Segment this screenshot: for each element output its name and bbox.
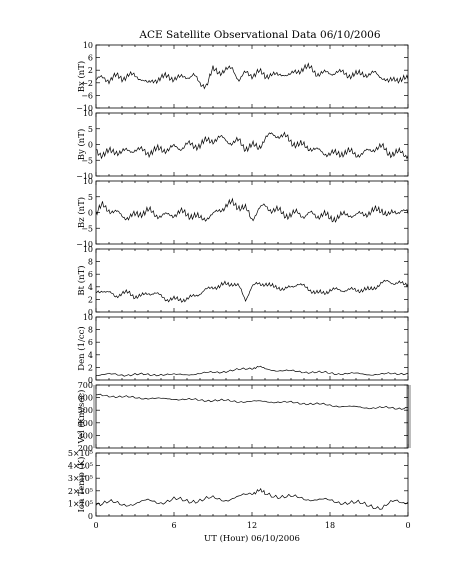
figure-title: ACE Satellite Observational Data 06/10/2…: [138, 29, 380, 41]
y-tick-label: 6: [88, 338, 93, 347]
y-tick-label: 4: [88, 351, 93, 360]
y-tick-label: 0: [88, 308, 93, 317]
series-line: [95, 365, 409, 377]
y-tick-label: 0: [88, 209, 93, 218]
y-tick-label: 5×10⁵: [68, 449, 93, 458]
data-gap-band: [93, 385, 95, 448]
y-tick-label: 10: [83, 313, 93, 322]
panel-frame: [95, 248, 409, 313]
y-axis-title: Bx (nT): [76, 61, 87, 93]
panels: −10 −6 −2 2 6 10 Bx (nT) −10 −5 0 5 10 By (nT) −10 −5 0…: [68, 41, 411, 521]
y-tick-label: 2: [88, 295, 93, 304]
y-tick-label: 8: [88, 258, 93, 267]
y-tick-label: 3×10⁵: [68, 474, 93, 483]
y-tick-label: 1×10⁵: [68, 499, 93, 508]
panel-frame: [95, 452, 409, 517]
y-tick-label: −10: [76, 240, 93, 249]
panel: −10 −6 −2 2 6 10 Bx (nT): [76, 41, 409, 113]
y-axis-title: Den (1/cc): [76, 326, 87, 370]
panel-frame: [95, 180, 409, 245]
y-tick-label: 10: [83, 177, 93, 186]
y-axis-title: Bt (nT): [76, 265, 87, 295]
y-tick-label: 2×10⁵: [68, 487, 93, 496]
y-tick-label: 5: [88, 125, 93, 134]
x-tick-label: 6: [171, 521, 176, 530]
y-tick-label: 2: [88, 66, 93, 75]
y-tick-label: 300: [78, 431, 93, 440]
series-line: [95, 279, 409, 303]
y-tick-label: 10: [83, 109, 93, 118]
y-tick-label: 6: [88, 270, 93, 279]
panel: 0 2 4 6 8 10 Den (1/cc): [76, 313, 409, 385]
y-tick-label: 6: [88, 54, 93, 63]
y-tick-label: 4×10⁵: [68, 462, 93, 471]
data-gap-band: [406, 385, 411, 448]
x-axis-title: UT (Hour) 06/10/2006: [204, 533, 300, 544]
series-line: [95, 487, 409, 510]
y-tick-label: 500: [78, 406, 93, 415]
y-axis-title: Vel (Km/sec): [76, 390, 87, 445]
y-tick-label: −10: [76, 172, 93, 181]
x-tick-label: 18: [325, 521, 335, 530]
series-line: [95, 393, 409, 410]
y-tick-label: 200: [78, 444, 93, 453]
series-line: [95, 197, 409, 223]
y-tick-label: 0: [88, 141, 93, 150]
series-line: [95, 131, 409, 160]
y-tick-label: −5: [81, 224, 93, 233]
y-tick-label: 700: [78, 381, 93, 390]
x-tick-label: 0: [93, 521, 98, 530]
panel-frame: [95, 44, 409, 109]
y-tick-label: 8: [88, 326, 93, 335]
y-tick-label: −5: [81, 156, 93, 165]
x-tick-label: 0: [405, 521, 410, 530]
y-tick-label: 0: [88, 376, 93, 385]
y-tick-label: 4: [88, 283, 93, 292]
y-tick-label: 2: [88, 363, 93, 372]
y-tick-label: 600: [78, 394, 93, 403]
y-tick-label: 0: [88, 512, 93, 521]
panel: −10 −5 0 5 10 By (nT): [76, 109, 409, 181]
y-axis-title: Bz (nT): [76, 197, 87, 228]
y-axis-title: By (nT): [76, 129, 87, 161]
y-tick-label: 5: [88, 193, 93, 202]
y-tick-label: −10: [76, 104, 93, 113]
series-line: [95, 62, 409, 90]
y-axis-title: Ion Temp (K): [76, 457, 87, 513]
panel: −10 −5 0 5 10 Bz (nT): [76, 177, 409, 249]
y-tick-label: 10: [83, 245, 93, 254]
panel-frame: [95, 316, 409, 381]
panel-frame: [95, 384, 409, 449]
y-tick-label: −6: [81, 91, 93, 100]
y-tick-label: −2: [81, 79, 93, 88]
panel: 0 2 4 6 8 10 Bt (nT): [76, 245, 409, 317]
x-tick-label: 12: [247, 521, 257, 530]
y-tick-label: 10: [83, 41, 93, 50]
y-tick-label: 400: [78, 419, 93, 428]
